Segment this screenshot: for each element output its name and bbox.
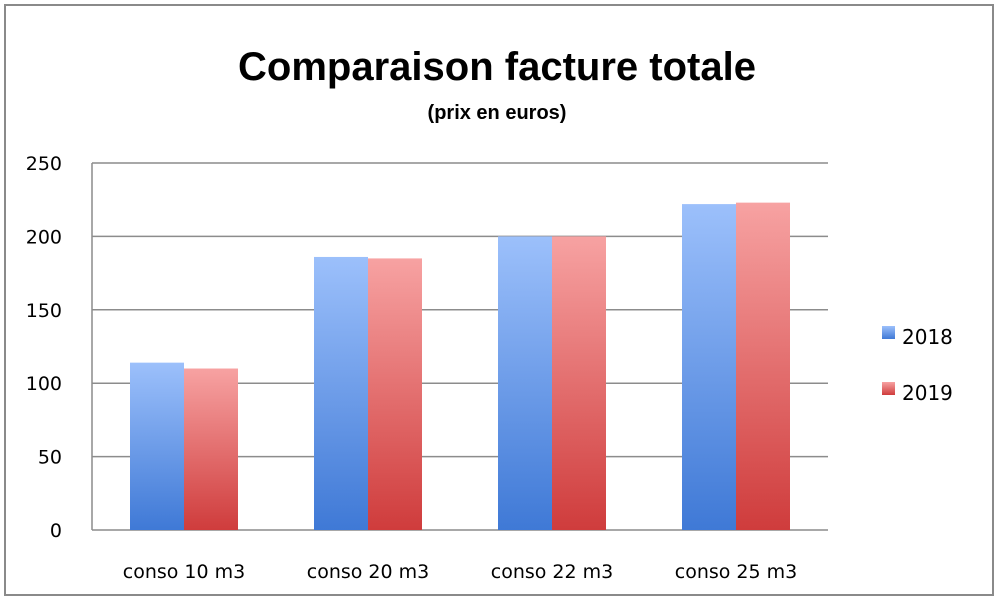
x-tick-label-3: conso 22 m3: [491, 561, 614, 583]
bar-2019-4: [736, 202, 790, 531]
legend-swatch-2019: [882, 382, 895, 395]
legend: 2018 2019: [882, 325, 953, 405]
x-tick-label-4: conso 25 m3: [675, 561, 798, 583]
x-tick-label-1: conso 10 m3: [123, 561, 246, 583]
legend-label-2019: 2019: [902, 381, 953, 405]
bar-2018-3: [498, 236, 552, 530]
bar-2018-1: [130, 362, 184, 530]
bar-2019-2: [368, 258, 422, 530]
y-tick-label-100: 100: [26, 373, 62, 395]
y-tick-label-150: 150: [26, 300, 62, 322]
bars: [130, 202, 790, 531]
chart-title: Comparaison facture totale: [238, 45, 756, 89]
x-tick-label-2: conso 20 m3: [307, 561, 430, 583]
legend-swatch-2018: [882, 326, 895, 339]
bar-2018-2: [314, 256, 368, 530]
legend-label-2018: 2018: [902, 325, 953, 349]
y-tick-label-0: 0: [50, 520, 62, 542]
x-tick-labels: conso 10 m3 conso 20 m3 conso 22 m3 conso 2…: [123, 561, 798, 583]
chart-subtitle: (prix en euros): [428, 102, 567, 124]
bar-2019-1: [184, 368, 238, 530]
bar-2019-3: [552, 236, 606, 530]
y-tick-label-50: 50: [38, 447, 62, 469]
y-tick-labels: 0 50 100 150 200 250: [26, 153, 62, 542]
y-tick-label-200: 200: [26, 226, 62, 248]
y-tick-label-250: 250: [26, 153, 62, 175]
bar-2018-4: [682, 204, 736, 530]
